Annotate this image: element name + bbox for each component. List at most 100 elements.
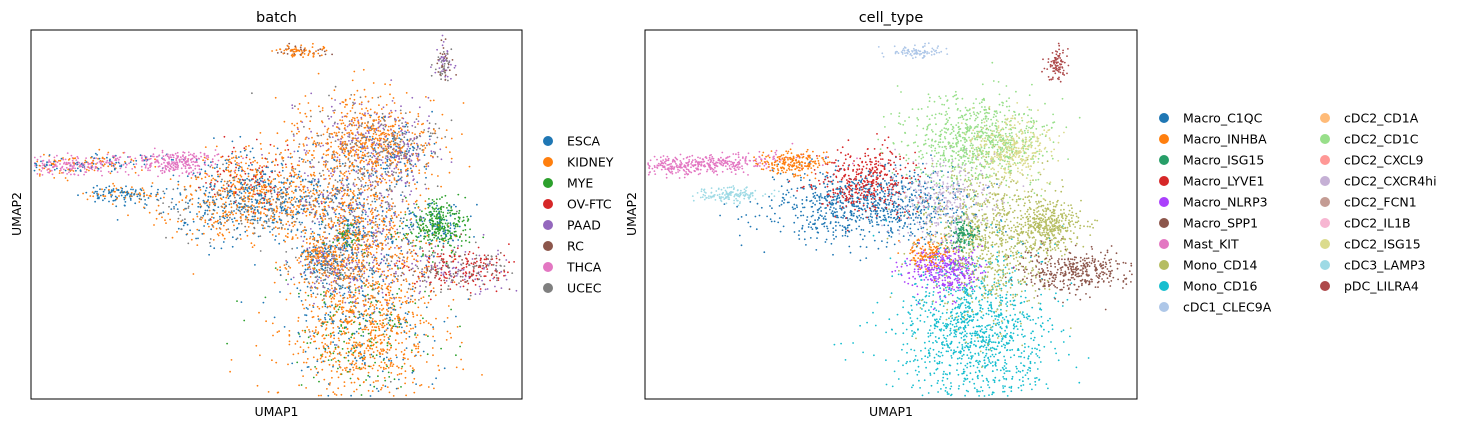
scatter-point	[389, 289, 392, 292]
scatter-point	[310, 293, 313, 296]
scatter-point	[394, 205, 396, 208]
scatter-point	[458, 225, 461, 228]
scatter-point	[240, 208, 243, 211]
scatter-point	[107, 165, 110, 168]
scatter-point	[255, 187, 258, 190]
scatter-point	[369, 302, 372, 305]
scatter-point	[292, 276, 295, 279]
scatter-point	[230, 359, 233, 361]
scatter-point	[348, 275, 351, 278]
scatter-point	[468, 276, 471, 279]
scatter-point	[348, 261, 351, 264]
scatter-point	[269, 217, 272, 220]
scatter-point	[225, 158, 228, 161]
scatter-point	[299, 188, 301, 191]
scatter-point	[327, 394, 330, 397]
scatter-point	[241, 168, 244, 171]
scatter-point	[245, 162, 247, 165]
scatter-point	[343, 201, 346, 204]
scatter-point	[373, 284, 375, 286]
scatter-point	[67, 168, 70, 171]
scatter-point	[385, 323, 388, 326]
scatter-point	[389, 184, 391, 187]
scatter-point	[404, 370, 407, 373]
scatter-point	[212, 226, 215, 228]
scatter-point	[388, 268, 391, 270]
scatter-point	[219, 221, 222, 224]
scatter-point	[328, 117, 330, 120]
scatter-point	[249, 162, 252, 164]
scatter-point	[346, 320, 349, 323]
scatter-point	[430, 215, 432, 218]
scatter-point	[384, 298, 386, 301]
scatter-point	[372, 254, 375, 257]
scatter-point	[283, 326, 286, 328]
scatter-point	[187, 207, 190, 209]
scatter-point	[380, 387, 383, 389]
scatter-point	[255, 138, 258, 141]
scatter-point	[234, 150, 237, 153]
scatter-point	[377, 280, 379, 283]
scatter-point	[273, 208, 276, 211]
scatter-point	[394, 233, 397, 235]
scatter-point	[338, 351, 341, 354]
scatter-point	[378, 192, 381, 195]
scatter-point	[367, 389, 370, 392]
scatter-point	[48, 164, 51, 167]
scatter-point	[430, 323, 432, 326]
scatter-point	[223, 135, 226, 138]
scatter-point	[296, 197, 298, 200]
scatter-point	[364, 132, 367, 135]
scatter-point	[297, 352, 300, 355]
scatter-point	[146, 159, 149, 161]
scatter-point	[411, 294, 414, 297]
scatter-point	[235, 175, 238, 178]
scatter-point	[342, 269, 344, 272]
scatter-point	[405, 278, 407, 280]
scatter-point	[435, 270, 438, 273]
scatter-point	[241, 183, 244, 186]
scatter-point	[312, 177, 314, 180]
scatter-point	[345, 274, 347, 277]
scatter-point	[154, 158, 156, 161]
scatter-point	[212, 208, 215, 211]
scatter-point	[445, 235, 448, 238]
scatter-point	[426, 269, 429, 272]
scatter-point	[229, 200, 232, 203]
scatter-point	[371, 276, 374, 279]
scatter-point	[256, 201, 258, 204]
scatter-point	[213, 200, 215, 202]
scatter-point	[258, 202, 260, 205]
scatter-point	[364, 362, 366, 364]
scatter-point	[431, 212, 434, 215]
scatter-point	[270, 192, 273, 195]
scatter-point	[253, 208, 256, 211]
scatter-point	[230, 185, 233, 188]
scatter-point	[336, 221, 339, 224]
scatter-point	[450, 281, 453, 283]
scatter-point	[356, 254, 358, 256]
scatter-point	[320, 134, 323, 137]
scatter-point	[401, 191, 404, 194]
scatter-point	[328, 363, 331, 366]
scatter-point	[325, 292, 327, 295]
scatter-point	[301, 179, 304, 182]
scatter-point	[261, 186, 264, 189]
scatter-point	[93, 157, 96, 160]
scatter-point	[46, 169, 49, 171]
scatter-point	[209, 183, 212, 186]
scatter-point	[363, 248, 366, 251]
scatter-point	[370, 331, 372, 333]
scatter-point	[291, 196, 293, 199]
scatter-point	[336, 258, 338, 261]
scatter-point	[378, 329, 381, 332]
scatter-point	[237, 181, 240, 184]
scatter-point	[319, 357, 322, 360]
scatter-point	[351, 319, 353, 322]
scatter-point	[312, 292, 315, 295]
scatter-point	[315, 296, 317, 299]
scatter-point	[380, 361, 383, 363]
scatter-point	[354, 217, 356, 219]
scatter-point	[98, 148, 101, 151]
scatter-point	[326, 388, 328, 390]
